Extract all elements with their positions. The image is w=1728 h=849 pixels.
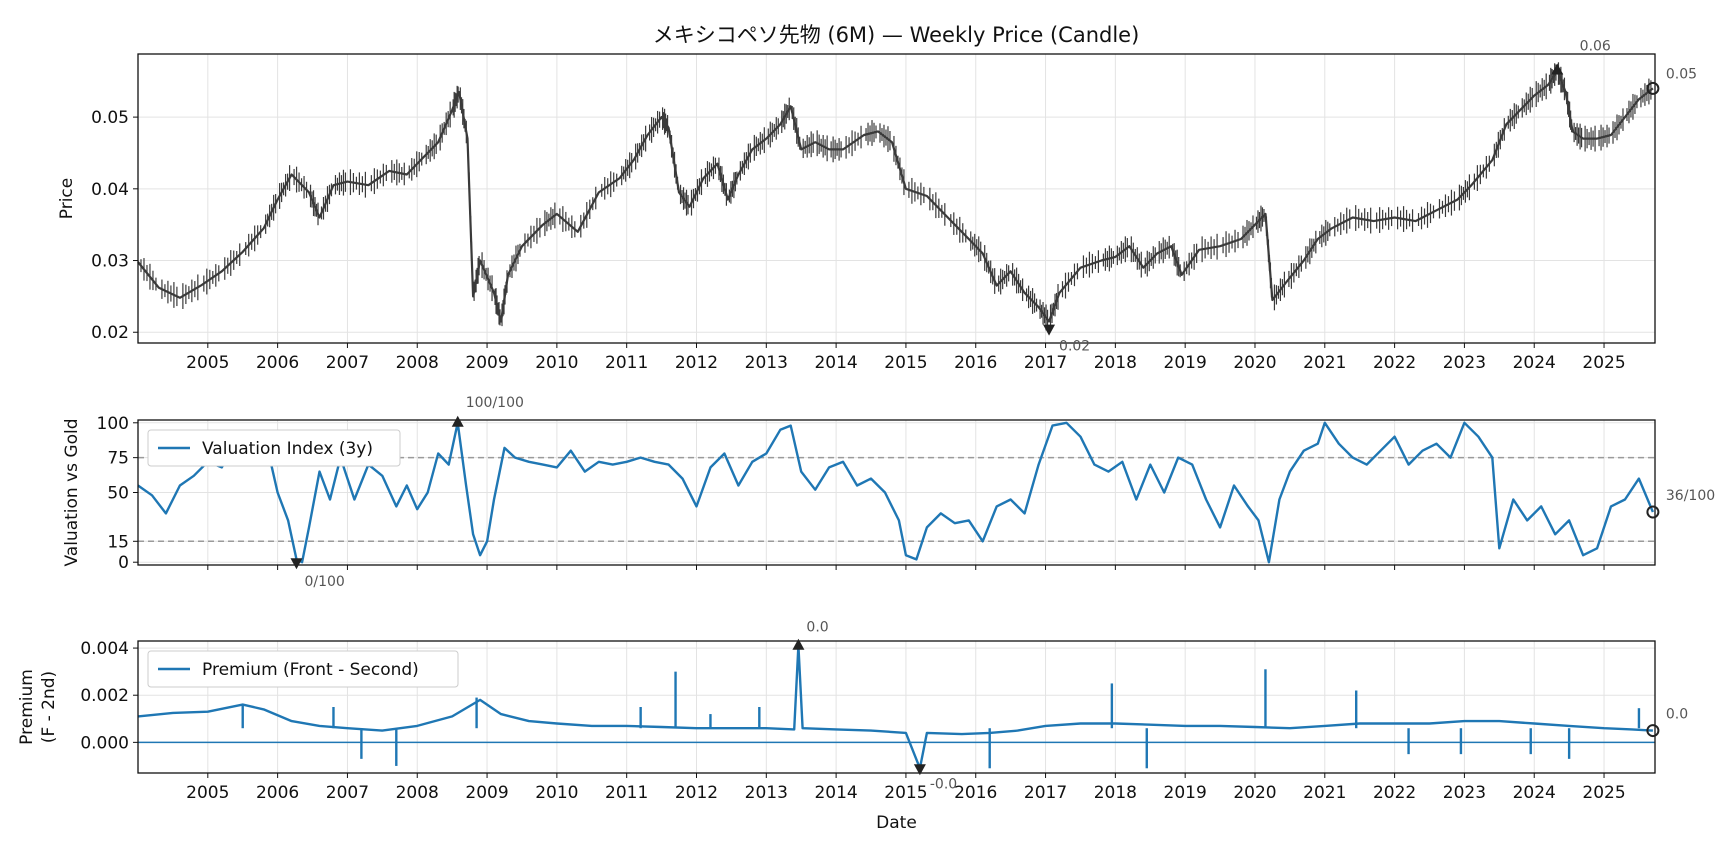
x-tick-label: 2016 — [954, 353, 997, 373]
x-tick-label: 2025 — [1582, 353, 1625, 373]
plot-frame — [137, 640, 1656, 774]
annotation-label: 0.05 — [1666, 66, 1697, 82]
x-tick-label: 2021 — [1303, 353, 1346, 373]
x-tick-label: 2025 — [1582, 783, 1625, 803]
x-tick-label: 2011 — [605, 353, 648, 373]
x-tick-label: 2005 — [186, 783, 229, 803]
annotation-label: 0/100 — [304, 574, 344, 590]
x-tick-label: 2012 — [675, 353, 718, 373]
y-tick-label: 0 — [118, 553, 129, 573]
x-tick-label: 2023 — [1443, 783, 1486, 803]
annotation-marker-min — [290, 558, 303, 570]
legend-label: Valuation Index (3y) — [202, 439, 373, 459]
x-tick-label: 2023 — [1443, 353, 1486, 373]
legend-box — [147, 650, 459, 688]
legend-box — [147, 429, 401, 467]
annotation-marker-last — [1646, 724, 1660, 738]
x-tick-label: 2007 — [326, 353, 369, 373]
x-tick-label: 2021 — [1303, 783, 1346, 803]
x-tick-label: 2020 — [1233, 353, 1276, 373]
x-tick-label: 2024 — [1513, 783, 1556, 803]
legend-label: Premium (Front - Second) — [202, 660, 419, 680]
x-tick-label: 2009 — [465, 353, 508, 373]
x-axis-label: Date — [876, 813, 917, 833]
plot-frame — [137, 53, 1656, 344]
annotation-label: 0.06 — [1580, 38, 1611, 54]
annotation-label: -0.0 — [930, 776, 957, 792]
x-tick-label: 2010 — [535, 353, 578, 373]
y-tick-label: 0.004 — [80, 639, 129, 659]
x-tick-label: 2019 — [1164, 353, 1207, 373]
x-tick-label: 2017 — [1024, 353, 1067, 373]
annotation-marker-max — [451, 415, 464, 427]
x-tick-label: 2005 — [186, 353, 229, 373]
x-tick-label: 2012 — [675, 783, 718, 803]
y-axis-label: Price — [57, 178, 77, 219]
y-tick-label: 15 — [107, 532, 129, 552]
chart-title: メキシコペソ先物 (6M) — Weekly Price (Candle) — [653, 23, 1140, 47]
annotation-marker-min — [913, 764, 926, 776]
y-tick-label: 0.000 — [80, 733, 129, 753]
x-tick-label: 2009 — [465, 783, 508, 803]
x-tick-label: 2013 — [745, 783, 788, 803]
y-tick-label: 0.02 — [91, 323, 129, 343]
series-line — [137, 421, 1655, 564]
x-tick-label: 2019 — [1164, 783, 1207, 803]
x-tick-label: 2018 — [1094, 353, 1137, 373]
annotation-marker-last — [1646, 505, 1660, 519]
y-axis-label: Premium — [17, 669, 37, 745]
y-tick-label: 0.04 — [91, 180, 129, 200]
panel-1: 0.02 0.03 0.04 0.05 2005 2006 2007 2008 2009 2010… — [57, 38, 1697, 373]
annotation-marker-last — [1646, 81, 1660, 95]
annotation-label: 0.0 — [1666, 707, 1688, 723]
x-tick-label: 2022 — [1373, 783, 1416, 803]
x-tick-label: 2006 — [256, 353, 299, 373]
annotation-marker-min — [1043, 324, 1056, 336]
y-tick-label: 50 — [107, 484, 129, 504]
y-axis-label: Valuation vs Gold — [62, 418, 82, 566]
annotation-label: 100/100 — [466, 395, 524, 411]
x-tick-label: 2013 — [745, 353, 788, 373]
y-tick-label: 75 — [107, 449, 129, 469]
series-line — [137, 644, 1653, 770]
annotation-marker-max — [1551, 63, 1564, 75]
x-tick-label: 2006 — [256, 783, 299, 803]
annotation-label: 0.0 — [806, 620, 828, 636]
x-tick-label: 2015 — [884, 353, 927, 373]
y-tick-label: 0.002 — [80, 686, 129, 706]
panel-3: 0.000 0.002 0.004 2005 2006 2007 2008 2009 2010 2… — [17, 620, 1688, 833]
annotation-label: 0.02 — [1059, 339, 1090, 355]
x-tick-label: 2015 — [884, 783, 927, 803]
x-tick-label: 2022 — [1373, 353, 1416, 373]
panel-2: 015 50 75 100 Valuation vs Gold Valuation Ind… — [62, 395, 1715, 590]
series-line — [137, 69, 1654, 323]
x-tick-label: 2024 — [1513, 353, 1556, 373]
x-tick-label: 2008 — [396, 783, 439, 803]
y-tick-label: 0.05 — [91, 108, 129, 128]
x-tick-label: 2020 — [1233, 783, 1276, 803]
x-tick-label: 2018 — [1094, 783, 1137, 803]
annotation-label: 36/100 — [1666, 488, 1715, 504]
x-tick-label: 2007 — [326, 783, 369, 803]
x-tick-label: 2016 — [954, 783, 997, 803]
x-tick-label: 2017 — [1024, 783, 1067, 803]
x-tick-label: 2008 — [396, 353, 439, 373]
y-tick-label: 0.03 — [91, 252, 129, 272]
x-tick-label: 2014 — [814, 353, 857, 373]
x-tick-label: 2011 — [605, 783, 648, 803]
annotation-marker-max — [792, 638, 805, 650]
y-axis-label: (F - 2nd) — [39, 671, 59, 743]
x-tick-label: 2010 — [535, 783, 578, 803]
y-tick-label: 100 — [97, 414, 129, 434]
x-tick-label: 2014 — [814, 783, 857, 803]
